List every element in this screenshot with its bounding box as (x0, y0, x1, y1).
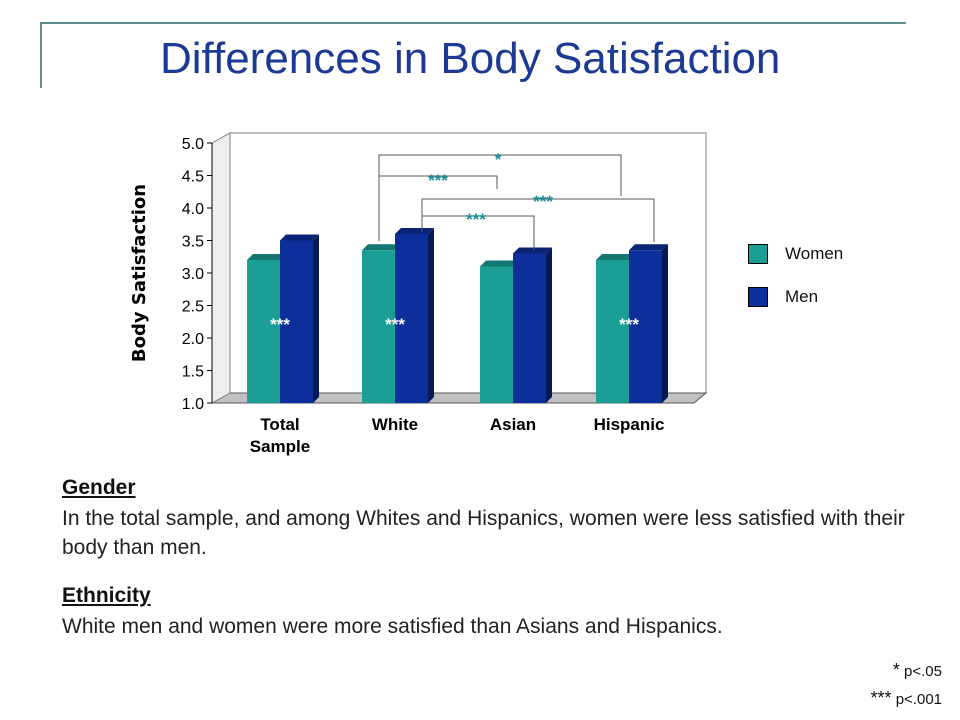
bar-chart: 1.0 1.5 2.0 2.5 3.0 3.5 4.0 4.5 5.0 Body Satisfac… (129, 132, 708, 456)
bar-men (629, 250, 662, 403)
ethnicity-significance-label: * (495, 150, 502, 169)
bar-top-men (280, 234, 319, 241)
footnote-p001-text: p<.001 (895, 691, 942, 708)
footnote-p001-symbol: *** (870, 688, 892, 708)
ethnicity-significance-label: *** (533, 192, 553, 211)
bar-women (480, 266, 513, 403)
x-tick-label: Asian (490, 415, 536, 434)
bar-side-men (662, 244, 668, 403)
y-tick-label: 3.5 (182, 234, 204, 251)
bar-men (395, 234, 428, 403)
bar-women (362, 250, 395, 403)
ethnicity-section: Ethnicity White men and women were more … (62, 584, 922, 641)
ethnicity-heading: Ethnicity (62, 584, 151, 607)
bar-top-women (247, 254, 286, 260)
bar-top-women (480, 260, 519, 267)
y-tick-label: 3.0 (182, 266, 204, 283)
x-tick-label: Sample (250, 437, 310, 456)
legend-item-women: Women (748, 244, 843, 264)
legend-label-men: Men (785, 287, 819, 306)
bar-side-men (546, 247, 552, 403)
legend-item-men: Men (748, 287, 818, 307)
ethnicity-significance-label: *** (428, 171, 448, 190)
gender-significance-label: *** (270, 315, 290, 334)
y-tick-label: 1.0 (182, 396, 204, 413)
footnote-p05: * p<.05 (893, 660, 942, 681)
bar-top-men (629, 244, 668, 251)
footnote-p05-symbol: * (892, 660, 900, 680)
legend-swatch-men (748, 287, 768, 307)
bar-side-men (428, 228, 434, 403)
bar-women (596, 260, 629, 403)
legend-label-women: Women (785, 244, 844, 263)
ethnicity-comparison-bracket (421, 215, 535, 250)
bar-men (513, 253, 546, 403)
y-tick-label: 4.0 (182, 201, 204, 218)
bar-top-men (513, 247, 552, 254)
gender-heading: Gender (62, 476, 136, 499)
legend-swatch-women (748, 244, 768, 264)
bar-women (247, 260, 280, 403)
bar-top-men (395, 228, 434, 234)
decorative-horizontal-line (40, 22, 906, 24)
ethnicity-text: White men and women were more satisfied … (62, 615, 723, 638)
y-tick-label: 1.5 (182, 364, 204, 381)
gender-text: In the total sample, and among Whites an… (62, 507, 905, 559)
footnote-p001: *** p<.001 (871, 688, 942, 709)
gender-significance-label: *** (385, 315, 405, 334)
ethnicity-significance-label: *** (466, 210, 486, 229)
x-tick-label: Total (260, 415, 299, 434)
x-tick-label: Hispanic (594, 415, 665, 434)
y-tick-label: 2.0 (182, 331, 204, 348)
bar-side-men (313, 234, 319, 403)
footnote-p05-text: p<.05 (904, 663, 942, 680)
chart-side-wall (211, 132, 231, 404)
y-tick-label: 5.0 (182, 136, 204, 153)
bar-top-women (362, 244, 401, 251)
y-tick-label: 2.5 (182, 299, 204, 316)
ethnicity-comparison-bracket (378, 175, 498, 241)
y-axis-title: Body Satisfaction (129, 184, 150, 362)
bar-men (280, 240, 313, 403)
gender-significance-label: *** (619, 315, 639, 334)
decorative-vertical-line (40, 22, 42, 88)
x-tick-label: White (372, 415, 418, 434)
y-tick-label: 4.5 (182, 169, 204, 186)
bar-top-women (596, 254, 635, 260)
slide-title: Differences in Body Satisfaction (160, 34, 781, 83)
gender-section: Gender In the total sample, and among Wh… (62, 476, 922, 562)
